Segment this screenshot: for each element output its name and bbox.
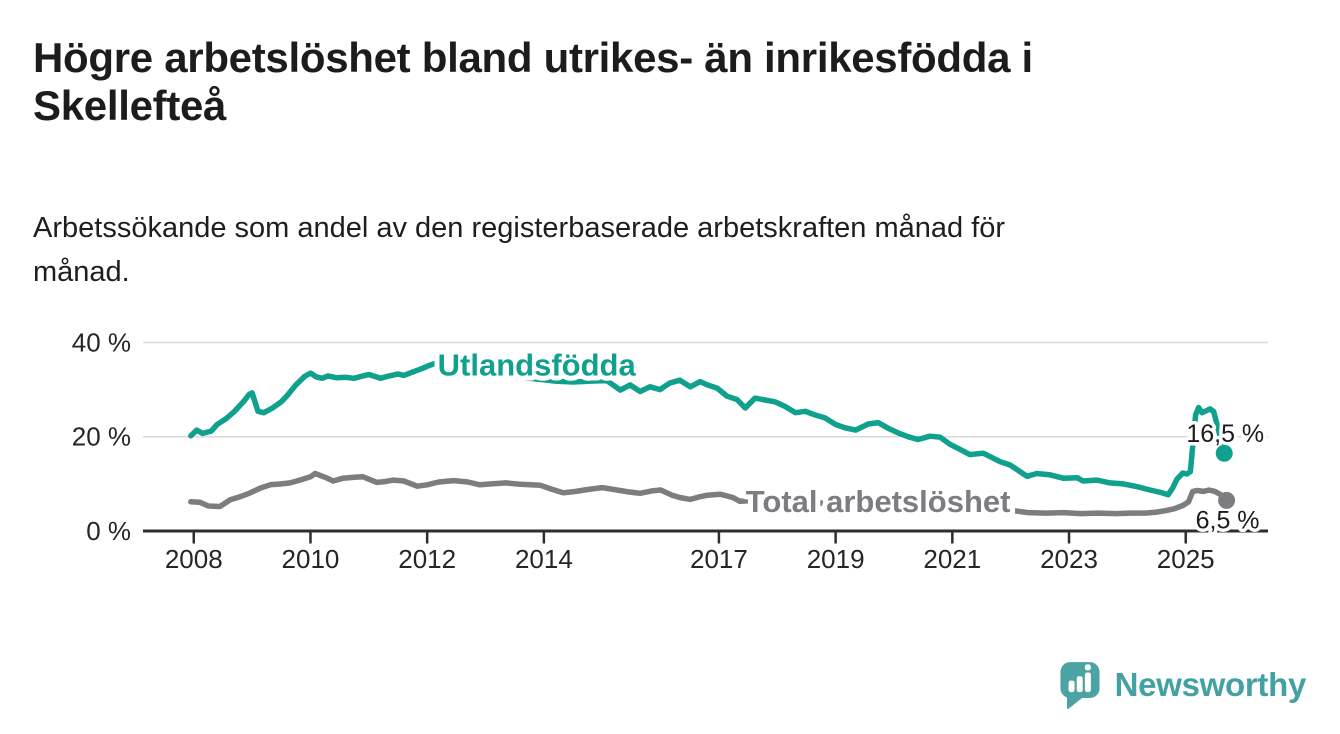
x-axis-label-2023: 2023: [1040, 544, 1098, 574]
y-axis-label-40: 40 %: [72, 327, 131, 357]
page-title: Högre arbetslöshet bland utrikes- än inr…: [33, 34, 1033, 130]
end-value-label-utlandsf-dda: 16,5 %: [1186, 420, 1264, 448]
y-axis-label-20: 20 %: [72, 422, 131, 452]
series-label-utlandsf-dda: Utlandsfödda: [438, 347, 637, 382]
chart-subtitle-line-1: Arbetssökande som andel av den registerb…: [33, 212, 1006, 244]
x-axis-label-2021: 2021: [923, 544, 981, 574]
brand-name: Newsworthy: [1114, 666, 1307, 703]
series-label-total-arbetsl-shet: Total arbetslöshet: [746, 484, 1011, 519]
end-point-utlandsf-dda: [1215, 444, 1233, 462]
newsworthy-logo-icon: [1060, 662, 1100, 709]
x-axis-label-2025: 2025: [1157, 544, 1215, 574]
x-axis-label-2010: 2010: [282, 544, 340, 574]
page-title-line-2: Skellefteå: [33, 82, 227, 129]
page-title-line-1: Högre arbetslöshet bland utrikes- än inr…: [33, 34, 1033, 81]
series-line-utlandsf-dda: [188, 360, 1227, 498]
series-line-total-arbetsl-shet: [188, 470, 1230, 517]
x-axis-label-2008: 2008: [165, 544, 223, 574]
x-axis-label-2017: 2017: [690, 544, 748, 574]
end-point-total-arbetsl-shet: [1218, 491, 1236, 509]
x-axis-label-2019: 2019: [807, 544, 865, 574]
end-value-label-total-arbetsl-shet: 6,5 %: [1196, 506, 1260, 534]
y-axis-label-0: 0 %: [86, 516, 131, 546]
x-axis-label-2014: 2014: [515, 544, 573, 574]
chart-subtitle-line-2: månad.: [33, 256, 130, 288]
chart-subtitle: Arbetssökande som andel av den registerb…: [33, 206, 1005, 294]
newsworthy-brand: Newsworthy: [1058, 660, 1306, 710]
x-axis-label-2012: 2012: [398, 544, 456, 574]
